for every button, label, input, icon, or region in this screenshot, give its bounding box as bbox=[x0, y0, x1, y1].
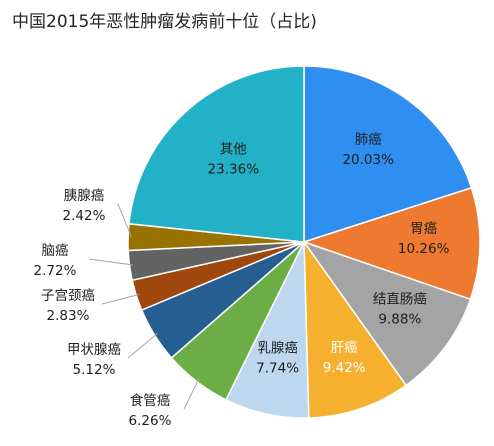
leader-line bbox=[127, 332, 158, 359]
slice-value-label: 5.12% bbox=[73, 362, 116, 378]
pie-slice bbox=[128, 65, 305, 243]
slice-value-label: 23.36% bbox=[208, 162, 260, 178]
leader-line bbox=[117, 203, 133, 238]
slice-category-label: 肝癌 bbox=[331, 340, 358, 356]
slice-category-label: 子宫颈癌 bbox=[41, 288, 95, 304]
slice-category-label: 结直肠癌 bbox=[373, 292, 427, 308]
slice-value-label: 6.26% bbox=[129, 413, 172, 429]
slice-category-label: 其他 bbox=[220, 142, 247, 158]
slice-value-label: 2.72% bbox=[34, 263, 77, 279]
slice-category-label: 胃癌 bbox=[410, 221, 437, 237]
slice-labels: 肺癌 20.03% 胃癌 10.26% 结直肠癌 9.88% 肝癌 9.42% 乳腺癌 7.74%… bbox=[34, 132, 450, 429]
chart-title: 中国2015年恶性肿瘤发病前十位（占比) bbox=[12, 12, 317, 32]
leader-line bbox=[183, 378, 200, 410]
slice-value-label: 2.83% bbox=[47, 308, 90, 324]
leader-line bbox=[101, 293, 140, 305]
slice-category-label: 脑癌 bbox=[42, 243, 69, 259]
slice-value-label: 7.74% bbox=[256, 360, 299, 376]
leader-lines bbox=[88, 203, 200, 410]
slice-category-label: 甲状腺癌 bbox=[67, 342, 121, 358]
slice-category-label: 乳腺癌 bbox=[257, 340, 298, 356]
pie-slice bbox=[303, 239, 408, 419]
slice-category-label: 胰腺癌 bbox=[64, 188, 105, 204]
pie-slices bbox=[127, 65, 481, 419]
slice-category-label: 肺癌 bbox=[355, 132, 382, 148]
slice-category-label: 食管癌 bbox=[130, 392, 171, 409]
pie-slice bbox=[303, 65, 473, 244]
pie-slice bbox=[301, 186, 481, 301]
pie-slice bbox=[302, 240, 472, 387]
slice-value-label: 2.42% bbox=[63, 208, 106, 224]
slice-value-label: 10.26% bbox=[398, 241, 450, 257]
slice-value-label: 9.42% bbox=[323, 360, 366, 376]
slice-value-label: 9.88% bbox=[378, 312, 421, 328]
slice-value-label: 20.03% bbox=[342, 152, 394, 168]
leader-line bbox=[88, 258, 134, 266]
